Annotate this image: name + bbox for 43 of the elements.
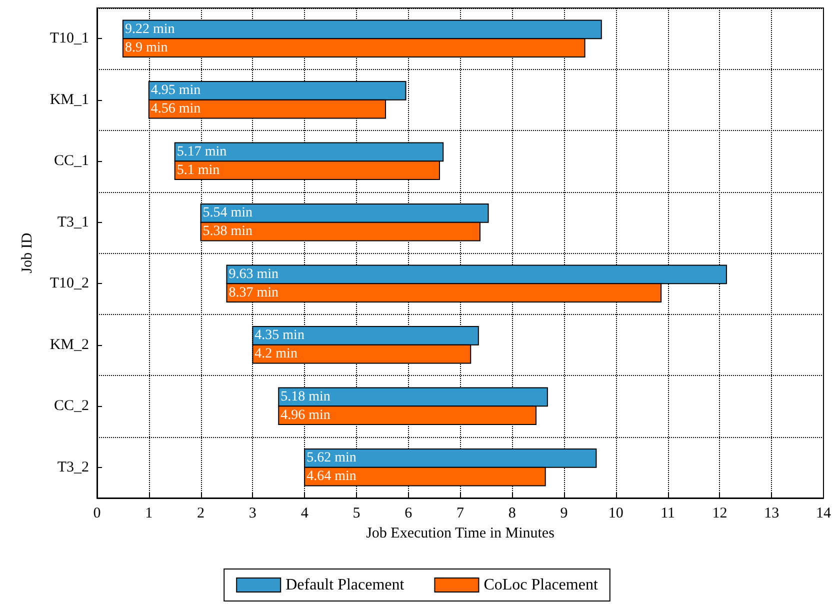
x-tick-label: 7	[456, 506, 464, 522]
x-tick-label: 3	[248, 506, 256, 522]
x-tick-label: 13	[764, 506, 780, 522]
legend-label: CoLoc Placement	[484, 576, 598, 594]
data-label: 8.9 min	[124, 40, 168, 56]
y-axis-title: Job ID	[20, 232, 36, 274]
data-label: 4.2 min	[254, 346, 298, 362]
x-tick-label: 0	[93, 506, 101, 522]
x-tick-label: 4	[300, 506, 309, 522]
data-label: 8.37 min	[228, 285, 279, 300]
x-tick-label: 6	[404, 506, 413, 522]
data-label: 4.35 min	[254, 328, 304, 344]
x-tick-label: 8	[508, 506, 516, 522]
y-tick-label: T10_1	[50, 30, 89, 47]
data-label: 4.56 min	[150, 102, 201, 117]
data-label: 5.62 min	[306, 450, 356, 466]
x-axis-title: Job Execution Time in Minutes	[366, 525, 555, 542]
x-tick-label: 12	[712, 506, 728, 522]
data-label: 4.96 min	[280, 408, 330, 423]
y-tick-label: T10_2	[50, 276, 89, 292]
x-tick-label: 1	[145, 506, 153, 522]
x-tick-label: 14	[816, 506, 832, 522]
data-label: 5.17 min	[176, 144, 227, 160]
y-tick-label: CC_2	[54, 398, 89, 414]
x-tick-label: 11	[660, 506, 676, 522]
x-tick-label: 2	[197, 506, 205, 522]
data-label: 9.63 min	[228, 266, 279, 282]
data-label: 4.95 min	[150, 83, 201, 98]
data-label: 5.1 min	[176, 162, 220, 178]
x-tick-label: 9	[560, 506, 568, 522]
data-label: 5.18 min	[280, 389, 330, 404]
data-label: 4.64 min	[306, 469, 356, 484]
y-tick-label: KM_1	[50, 92, 89, 108]
data-label: 5.54 min	[202, 206, 253, 221]
x-tick-label: 5	[352, 506, 360, 522]
x-tick-label: 10	[608, 506, 624, 522]
y-tick-label: T3_1	[57, 214, 89, 230]
legend-label: Default Placement	[286, 576, 405, 594]
y-tick-label: KM_2	[50, 336, 89, 353]
y-tick-label: CC_1	[54, 153, 89, 170]
data-label: 9.22 min	[124, 22, 175, 37]
y-tick-label: T3_2	[57, 459, 89, 476]
data-label: 5.38 min	[202, 224, 253, 240]
